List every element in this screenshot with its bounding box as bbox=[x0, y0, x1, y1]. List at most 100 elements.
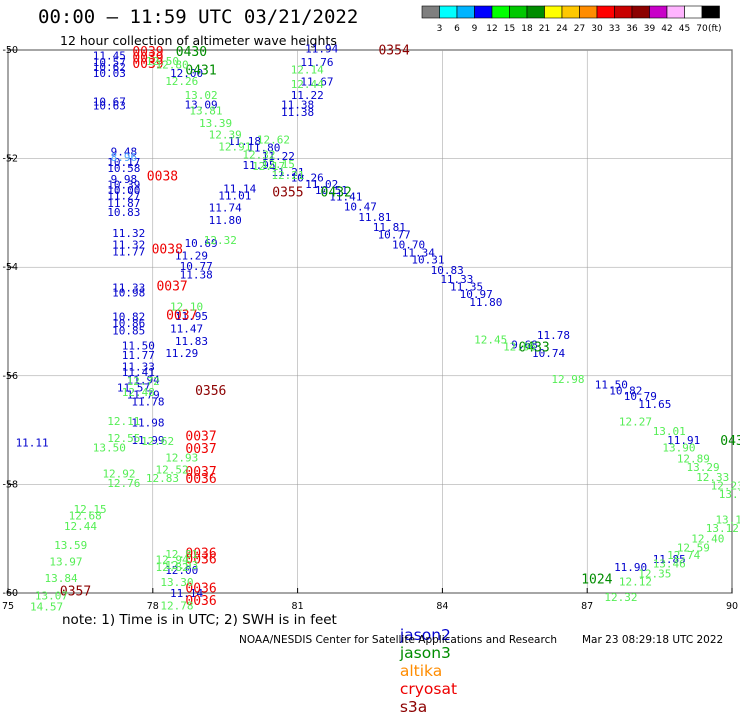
data-point-label: 11.65 bbox=[638, 398, 671, 411]
data-point-label: 11.67 bbox=[300, 75, 333, 88]
data-point-label: 0036 bbox=[185, 546, 216, 561]
x-tick-label: 87 bbox=[581, 601, 593, 612]
data-point-label: 13.07 bbox=[35, 590, 68, 603]
colorbar-swatch bbox=[701, 5, 720, 19]
data-point-label: 12.32 bbox=[204, 234, 237, 247]
data-point-label: 12.80 bbox=[156, 59, 189, 72]
data-point-label: 11.81 bbox=[373, 221, 406, 234]
data-point-label: 13.50 bbox=[93, 441, 126, 454]
legend-s3a: s3a bbox=[399, 698, 428, 716]
data-point-label: 11.83 bbox=[175, 335, 208, 348]
data-point-label: 10.26 bbox=[291, 172, 324, 185]
data-point-label: 12.32 bbox=[242, 148, 275, 161]
colorbar-tick-label: 6 bbox=[454, 24, 460, 34]
data-point-label: 12.48 bbox=[122, 386, 155, 399]
data-point-label: 11.29 bbox=[165, 347, 198, 360]
data-point-label: 11.21 bbox=[271, 166, 304, 179]
x-tick-label: 75 bbox=[2, 601, 14, 612]
data-point-label: 13.13 bbox=[715, 514, 740, 527]
data-point-label: 11.29 bbox=[175, 249, 208, 262]
data-point-label: 11.02 bbox=[305, 178, 338, 191]
data-point-label: 0433 bbox=[518, 341, 549, 356]
colorbar-tick-label: 3 bbox=[437, 24, 443, 34]
data-point-label: 13.09 bbox=[185, 98, 218, 111]
data-point-label: 10.62 bbox=[93, 61, 126, 74]
data-point-label: 10.63 bbox=[93, 99, 126, 112]
data-point-label: 0038 bbox=[152, 242, 183, 257]
data-point-label: 11.77 bbox=[112, 245, 145, 258]
data-point-label: 0432 bbox=[321, 185, 352, 200]
data-point-label: 9.68 bbox=[511, 338, 538, 351]
data-point-label: 13.90 bbox=[662, 441, 695, 454]
data-point-label: 11.94 bbox=[127, 374, 160, 387]
data-point-label: 12.52 bbox=[156, 464, 189, 477]
data-point-label: 10.69 bbox=[185, 237, 218, 250]
data-point-label: 13.12 bbox=[706, 522, 739, 535]
x-tick-label: 84 bbox=[436, 601, 448, 612]
data-point-label: 12.44 bbox=[64, 520, 97, 533]
colorbar-tick-label: 12 bbox=[486, 24, 497, 34]
footer-timestamp: Mar 23 08:29:18 UTC 2022 bbox=[582, 634, 724, 646]
data-point-label: 10.83 bbox=[107, 206, 140, 219]
y-tick-label: -52 bbox=[2, 154, 18, 165]
data-point-label: 10.97 bbox=[460, 288, 493, 301]
data-point-label: 0431 bbox=[185, 64, 216, 79]
data-point-label: 12.17 bbox=[252, 160, 285, 173]
data-point-label: 11.78 bbox=[131, 395, 164, 408]
data-point-label: 13.30 bbox=[160, 576, 193, 589]
legend-cryosat: cryosat bbox=[399, 680, 458, 698]
data-point-label: 12.21 bbox=[271, 169, 304, 182]
colorbar-tick-label: 45 bbox=[679, 24, 690, 34]
data-point-label: 12.26 bbox=[165, 75, 198, 88]
data-point-label: 10.74 bbox=[532, 347, 565, 360]
data-point-label: 0355 bbox=[272, 185, 303, 200]
data-point-label: 10.17 bbox=[107, 156, 140, 169]
data-point-label: 11.33 bbox=[112, 281, 145, 294]
data-point-label: 11.38 bbox=[180, 268, 213, 281]
data-point-label: 11.50 bbox=[122, 339, 155, 352]
data-point-label: 12.10 bbox=[170, 300, 203, 313]
data-point-label: 0036 bbox=[185, 594, 216, 609]
chart-title: 00:00 – 11:59 UTC 03/21/2022 bbox=[38, 6, 359, 28]
colorbar-tick-label: 18 bbox=[521, 24, 533, 34]
colorbar: 3 6 9 12 15 18 21 24 27 30 33 36 39 42 45 70 (ft) bbox=[421, 5, 722, 34]
data-point-label: 11.41 bbox=[329, 191, 362, 204]
data-point-label: 10.67 bbox=[93, 96, 126, 109]
colorbar-tick-label: 39 bbox=[644, 24, 656, 34]
data-point-label: 12.78 bbox=[160, 599, 193, 612]
data-point-label: 11.95 bbox=[242, 159, 275, 172]
data-labels: 11.4510.5710.6210.0310.6710.639.4810.171… bbox=[16, 42, 740, 613]
y-tick-label: -54 bbox=[2, 262, 18, 273]
data-point-label: 0430 bbox=[176, 45, 207, 60]
data-point-label: 0037 bbox=[185, 442, 216, 457]
colorbar-units: (ft) bbox=[708, 24, 722, 34]
footer-credit: NOAA/NESDIS Center for Satellite Applica… bbox=[239, 634, 557, 646]
data-point-label: 12.72 bbox=[127, 375, 160, 388]
data-point-label: 0037 bbox=[166, 309, 197, 324]
data-point-label: 11.01 bbox=[218, 190, 251, 203]
data-point-label: 10.70 bbox=[392, 238, 425, 251]
data-point-label: 12.39 bbox=[209, 129, 242, 142]
chart-canvas: 75 78 81 84 87 90-50-52-54-56-58-60 11.4510.5… bbox=[2, 42, 740, 613]
data-point-label: 12.55 bbox=[107, 432, 140, 445]
colorbar-tick-label: 21 bbox=[539, 24, 550, 34]
data-point-label: 12.50 bbox=[146, 55, 179, 68]
data-point-label: 13.01 bbox=[653, 425, 686, 438]
data-point-label: 10.85 bbox=[112, 325, 145, 338]
data-point-label: 13.46 bbox=[653, 558, 686, 571]
data-point-label: 10.86 bbox=[112, 317, 145, 330]
axis-ticks: 75 78 81 84 87 90 -50 -52 -54 -56 -58 -60 bbox=[2, 45, 738, 612]
data-point-label: 11.22 bbox=[262, 150, 295, 163]
data-point-label: 0038 bbox=[147, 170, 178, 185]
data-point-label: 10.51 bbox=[315, 184, 348, 197]
data-point-label: 10.39 bbox=[107, 179, 140, 192]
data-point-label: 0036 bbox=[185, 582, 216, 597]
data-point-label: 11.27 bbox=[107, 190, 140, 203]
data-point-label: 12.98 bbox=[551, 373, 584, 386]
legend-jason2: jason2 bbox=[399, 626, 451, 644]
data-point-label: 12.32 bbox=[604, 591, 637, 604]
data-point-label: 11.32 bbox=[112, 238, 145, 251]
data-point-label: 11.80 bbox=[209, 214, 242, 227]
data-point-label: 10.82 bbox=[112, 311, 145, 324]
colorbar-tick-label: 70 bbox=[696, 24, 708, 34]
